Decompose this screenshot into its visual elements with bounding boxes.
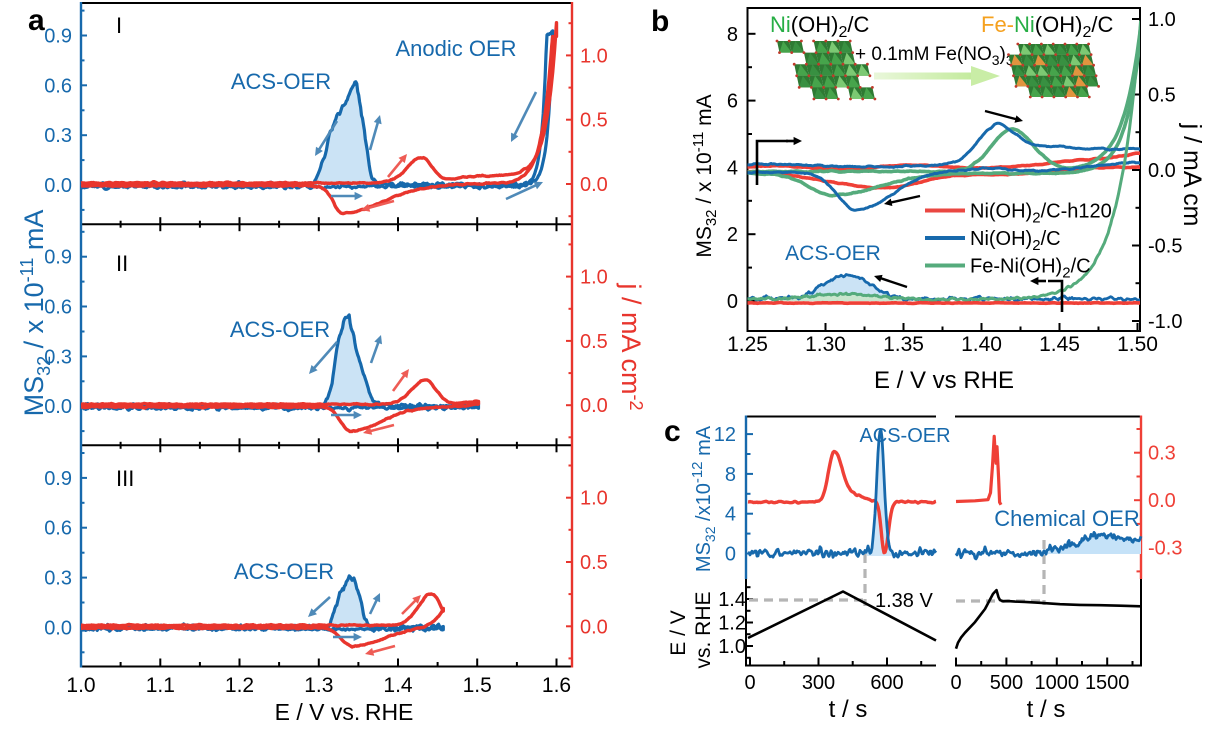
svg-text:0.0: 0.0: [580, 616, 608, 638]
svg-text:ACS-OER: ACS-OER: [231, 69, 331, 94]
svg-text:1.6: 1.6: [542, 674, 571, 697]
svg-text:600: 600: [870, 672, 903, 694]
svg-text:-0.3: -0.3: [1148, 538, 1182, 560]
svg-text:Ni(OH)2​/C-h120: Ni(OH)2​/C-h120: [970, 201, 1112, 227]
svg-text:+ 0.1mM Fe(NO3​)3​: + 0.1mM Fe(NO3​)3​: [855, 44, 1014, 68]
svg-text:1.2: 1.2: [718, 613, 746, 635]
svg-text:0.0: 0.0: [1148, 490, 1176, 512]
svg-text:1.25: 1.25: [727, 333, 768, 356]
svg-text:0.6: 0.6: [44, 518, 72, 540]
svg-text:1.0: 1.0: [580, 488, 608, 510]
svg-text:0.9: 0.9: [44, 26, 72, 48]
svg-text:1.4: 1.4: [383, 674, 413, 697]
svg-text:j / mA cm-2: j / mA cm-2: [616, 282, 646, 410]
svg-text:0.0: 0.0: [44, 175, 72, 197]
svg-text:a: a: [28, 4, 45, 37]
svg-text:ACS-OER: ACS-OER: [859, 425, 950, 447]
svg-text:0.5: 0.5: [1148, 85, 1176, 107]
svg-text:-0.5: -0.5: [1148, 236, 1182, 258]
svg-text:0: 0: [744, 672, 755, 694]
svg-text:0.0: 0.0: [44, 396, 72, 418]
svg-text:ACS-OER: ACS-OER: [234, 559, 334, 584]
svg-text:0.3: 0.3: [1148, 443, 1176, 465]
svg-text:300: 300: [802, 672, 835, 694]
svg-text:Anodic OER: Anodic OER: [395, 36, 516, 61]
svg-text:0: 0: [725, 544, 736, 566]
svg-text:4: 4: [727, 157, 738, 179]
svg-text:0.6: 0.6: [44, 75, 72, 97]
svg-text:1.3: 1.3: [304, 674, 333, 697]
svg-text:1.2: 1.2: [225, 674, 254, 697]
svg-text:0.9: 0.9: [44, 247, 72, 269]
svg-text:ACS-OER: ACS-OER: [785, 242, 881, 265]
svg-text:1.0: 1.0: [580, 267, 608, 289]
svg-text:j / mA cm: j / mA cm: [1178, 123, 1206, 227]
svg-text:1.50: 1.50: [1117, 333, 1158, 356]
svg-text:Fe-Ni(OH)2​/C: Fe-Ni(OH)2​/C: [981, 12, 1113, 41]
svg-text:1.35: 1.35: [883, 333, 924, 356]
svg-text:1.0: 1.0: [718, 636, 746, 658]
svg-text:0.3: 0.3: [44, 346, 72, 368]
svg-text:t / s: t / s: [829, 696, 868, 723]
svg-text:MS32 / x 10-11 mA: MS32 / x 10-11 mA: [690, 94, 720, 257]
svg-text:0.6: 0.6: [44, 297, 72, 319]
svg-text:1.4: 1.4: [718, 589, 746, 611]
svg-text:1.30: 1.30: [805, 333, 846, 356]
svg-text:0.3: 0.3: [44, 568, 72, 590]
svg-text:vs. RHE: vs. RHE: [692, 591, 715, 668]
svg-text:1.40: 1.40: [961, 333, 1002, 356]
svg-text:II: II: [116, 251, 128, 276]
svg-text:12: 12: [714, 424, 736, 446]
svg-text:Chemical OER: Chemical OER: [994, 506, 1139, 531]
svg-text:4: 4: [725, 504, 736, 526]
svg-text:0.0: 0.0: [580, 174, 608, 196]
svg-text:t / s: t / s: [1027, 696, 1066, 723]
svg-text:E / V: E / V: [667, 610, 690, 656]
svg-text:b: b: [651, 5, 669, 38]
svg-text:0.0: 0.0: [580, 395, 608, 417]
svg-text:-1.0: -1.0: [1148, 311, 1182, 333]
svg-text:8: 8: [725, 464, 736, 486]
svg-text:MS32 /x10-12 mA: MS32 /x10-12 mA: [689, 425, 718, 572]
svg-text:Ni(OH)2​/C: Ni(OH)2​/C: [770, 12, 869, 41]
svg-text:0.0: 0.0: [44, 617, 72, 639]
svg-text:c: c: [664, 415, 681, 448]
svg-text:1.38 V: 1.38 V: [875, 590, 933, 612]
svg-text:0: 0: [727, 291, 738, 313]
svg-text:Ni(OH)2​/C: Ni(OH)2​/C: [970, 228, 1061, 254]
svg-text:I: I: [116, 13, 122, 38]
svg-text:0.5: 0.5: [580, 331, 608, 353]
svg-text:2: 2: [727, 224, 738, 246]
svg-text:E / V vs. RHE: E / V vs. RHE: [275, 699, 414, 724]
svg-text:8: 8: [727, 24, 738, 46]
svg-text:0.0: 0.0: [1148, 160, 1176, 182]
svg-text:1000: 1000: [1035, 672, 1080, 694]
svg-text:III: III: [116, 466, 134, 491]
svg-text:1.0: 1.0: [580, 45, 608, 67]
svg-text:500: 500: [990, 672, 1023, 694]
svg-text:0.5: 0.5: [580, 552, 608, 574]
svg-text:0.3: 0.3: [44, 125, 72, 147]
svg-text:1.45: 1.45: [1039, 333, 1080, 356]
svg-text:E / V vs RHE: E / V vs RHE: [874, 367, 1014, 394]
svg-text:1500: 1500: [1085, 672, 1130, 694]
svg-text:1.0: 1.0: [66, 674, 95, 697]
svg-text:1.5: 1.5: [463, 674, 492, 697]
svg-text:MS32 / x 10-11 mA: MS32 / x 10-11 mA: [17, 210, 54, 417]
svg-text:Fe-Ni(OH)2​/C: Fe-Ni(OH)2​/C: [970, 256, 1091, 282]
svg-text:0: 0: [950, 672, 961, 694]
svg-text:0.5: 0.5: [580, 110, 608, 132]
svg-text:6: 6: [727, 91, 738, 113]
svg-text:1.1: 1.1: [146, 674, 175, 697]
svg-text:0.9: 0.9: [44, 468, 72, 490]
svg-text:1.0: 1.0: [1148, 9, 1176, 31]
svg-text:ACS-OER: ACS-OER: [230, 317, 330, 342]
